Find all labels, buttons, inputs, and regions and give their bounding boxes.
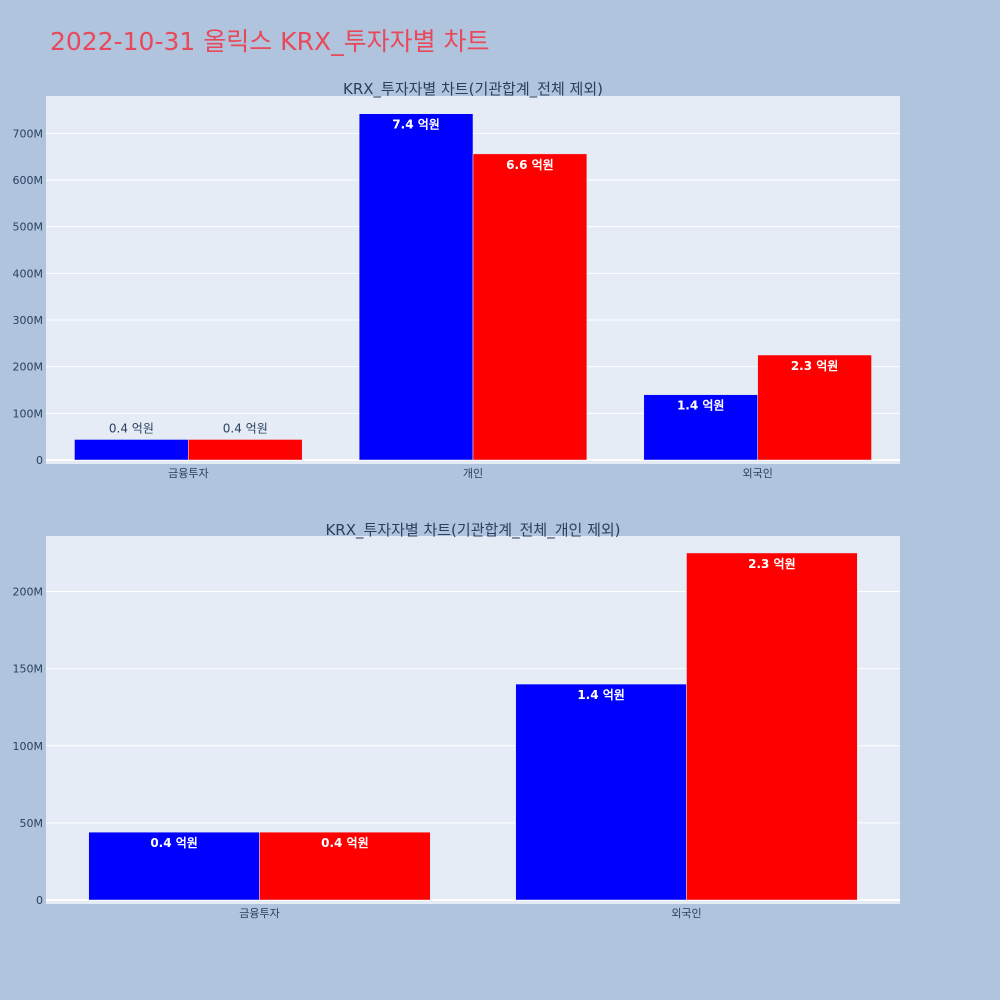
x-tick-label: 개인 [463,467,483,480]
bar-value-label: 7.4 억원 [392,118,440,132]
y-tick-label: 150M [13,663,44,676]
bar-value-label: 2.3 억원 [791,359,839,373]
x-tick-label: 외국인 [671,907,701,920]
y-tick-label: 0 [36,454,43,467]
y-tick-label: 0 [36,894,43,907]
bar-value-label: 0.4 억원 [109,421,154,435]
bar-value-label: 0.4 억원 [223,421,268,435]
bar [358,113,474,461]
bar [757,354,872,461]
x-tick-label: 외국인 [742,467,772,480]
page-title: 2022-10-31 올릭스 KRX_투자자별 차트 [50,27,490,56]
y-tick-label: 200M [13,361,44,374]
y-tick-label: 200M [13,586,44,599]
y-tick-label: 400M [13,267,44,280]
bar [88,831,260,901]
chart-bottom: 0 50M 100M 150M 200M KRX_투자자별 차트(기관합계_전체_개인 제… [13,521,900,920]
chart-title: KRX_투자자별 차트(기관합계_전체_개인 제외) [325,521,620,540]
y-tick-label: 50M [20,817,44,830]
bar [74,439,189,461]
y-tick-label: 600M [13,174,44,187]
bar-value-label: 6.6 억원 [506,158,554,172]
x-tick-label: 금융투자 [239,907,279,920]
bar [472,153,588,461]
bar-value-label: 1.4 억원 [677,399,725,413]
bar-value-label: 1.4 억원 [577,688,625,702]
bar-value-label: 2.3 억원 [748,557,796,571]
y-tick-label: 100M [13,407,44,420]
chart-title: KRX_투자자별 차트(기관합계_전체 제외) [343,80,603,99]
y-tick-label: 300M [13,314,44,327]
bar-value-label: 0.4 억원 [321,836,369,850]
y-tick-label: 500M [13,221,44,234]
bar [515,683,687,901]
bar [188,439,303,461]
y-tick-label: 700M [13,127,44,140]
bar-value-label: 0.4 억원 [150,836,198,850]
bar [686,552,858,901]
bar [259,831,431,901]
y-tick-label: 100M [13,740,44,753]
x-tick-label: 금융투자 [168,467,208,480]
chart-top: 0 100M 200M 300M 400M 500M 600M 700M KRX_투자자별 차트… [13,80,900,480]
